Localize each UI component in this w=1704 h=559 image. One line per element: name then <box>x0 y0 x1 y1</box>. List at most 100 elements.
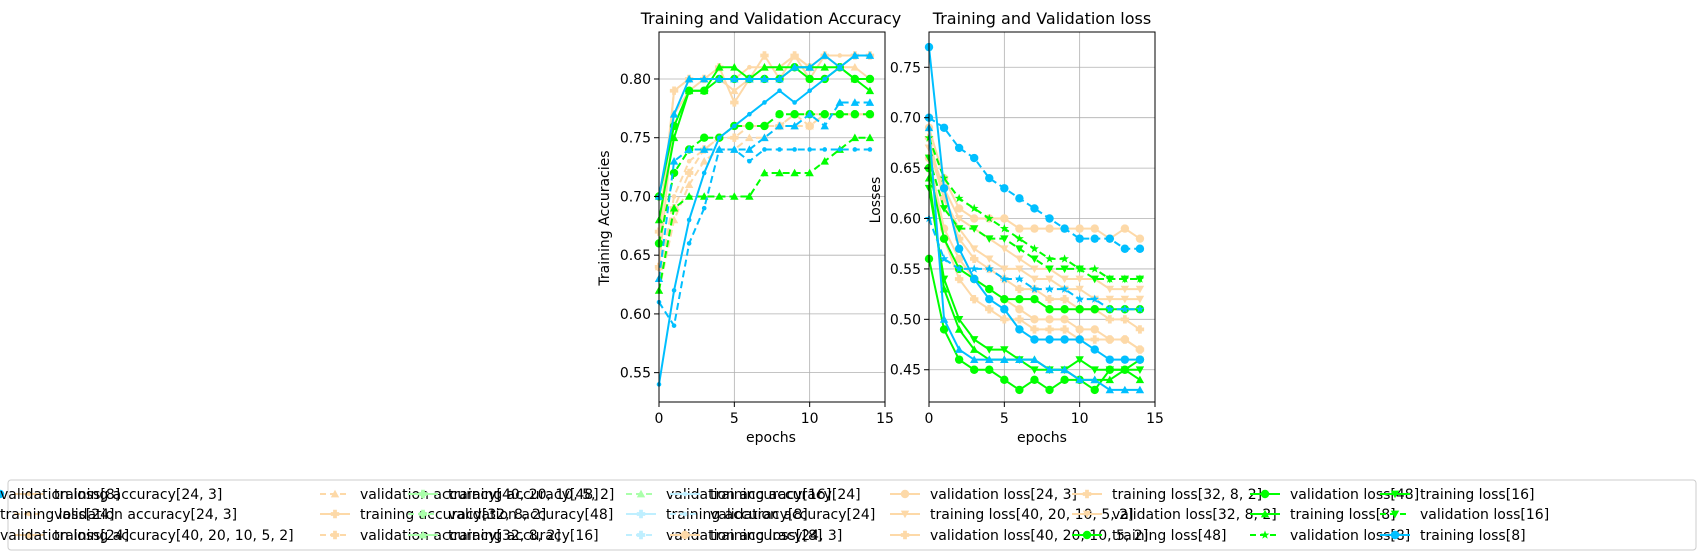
accuracy-data-point <box>747 64 752 70</box>
legend-label: validation accuracy[8] <box>666 528 822 544</box>
legend-swatch-marker <box>636 489 646 498</box>
accuracy-data-point <box>762 100 767 105</box>
loss-series <box>924 42 1145 395</box>
loss-chart: Training and Validation loss epochs Loss… <box>868 9 1164 446</box>
accuracy-data-point <box>730 133 739 142</box>
legend-label: validation loss[32, 8, 2] <box>1112 507 1277 523</box>
loss-data-point <box>970 355 979 364</box>
loss-data-point <box>985 173 994 183</box>
legend-label: validation accuracy[24, 3] <box>54 507 237 523</box>
accuracy-series-line <box>658 148 870 327</box>
accuracy-data-point <box>700 74 709 83</box>
loss-data-point <box>1135 375 1145 384</box>
loss-x-tick-label: 15 <box>1146 411 1164 427</box>
accuracy-data-point <box>835 98 844 106</box>
accuracy-data-point <box>805 74 814 84</box>
legend-swatch-marker <box>1260 489 1270 499</box>
loss-data-point <box>1015 385 1024 395</box>
loss-series-line <box>928 157 1140 280</box>
legend-label: training loss[48] <box>1112 528 1226 544</box>
accuracy-data-point <box>760 121 769 131</box>
accuracy-data-point <box>775 168 784 177</box>
loss-data-point <box>1075 224 1084 233</box>
accuracy-data-point <box>730 98 739 107</box>
legend-swatch-marker <box>1390 510 1400 519</box>
loss-y-tick-label: 0.55 <box>890 262 921 278</box>
accuracy-data-point <box>790 110 799 119</box>
accuracy-data-point <box>730 63 739 71</box>
loss-data-point <box>1090 375 1099 384</box>
loss-data-point <box>985 255 994 264</box>
loss-data-point <box>1090 345 1099 354</box>
accuracy-series-line <box>658 113 870 244</box>
legend-label: validation loss[48] <box>1290 487 1419 503</box>
accuracy-data-point <box>760 63 769 71</box>
accuracy-data-point <box>730 74 739 83</box>
loss-data-point <box>1000 315 1009 324</box>
loss-data-point <box>970 274 979 284</box>
accuracy-data-point <box>671 323 677 328</box>
accuracy-data-point <box>837 64 843 70</box>
legend-label: validation loss[24] <box>0 528 129 544</box>
loss-series-13 <box>924 113 1145 253</box>
legend-swatch-marker <box>418 530 428 539</box>
loss-data-point <box>939 234 949 243</box>
loss-data-point <box>985 305 994 314</box>
loss-data-point <box>1015 245 1024 253</box>
loss-data-point <box>1000 346 1009 354</box>
loss-data-point <box>1090 224 1099 233</box>
loss-data-point <box>1030 284 1039 293</box>
loss-data-point <box>1000 305 1009 314</box>
accuracy-data-point <box>700 145 709 153</box>
loss-data-point <box>1045 284 1054 293</box>
legend-label: validation loss[8] <box>1290 528 1410 544</box>
accuracy-data-point <box>700 133 709 142</box>
legend-label: validation accuracy[32, 8, 2] <box>360 528 561 544</box>
legend-label: training accuracy[16] <box>448 528 599 544</box>
accuracy-axes: 0 5 10 15 0.55 0.60 0.65 0.70 0.75 0.80 <box>620 31 894 427</box>
accuracy-data-point <box>865 86 875 95</box>
accuracy-data-point <box>792 100 797 105</box>
loss-x-tick-label: 5 <box>1000 411 1009 427</box>
accuracy-data-point <box>684 168 694 178</box>
loss-data-point <box>1045 275 1054 284</box>
legend-entry: training accuracy[48] <box>408 487 599 503</box>
accuracy-series-12 <box>656 53 873 387</box>
loss-data-point <box>1000 355 1009 364</box>
legend-swatch-marker <box>636 530 646 540</box>
legend-label: training loss[32, 8, 2] <box>1112 487 1262 503</box>
loss-data-point <box>1000 214 1009 223</box>
loss-data-point <box>1045 224 1054 233</box>
accuracy-data-point <box>700 157 709 165</box>
loss-data-point <box>1030 204 1039 213</box>
legend-entry: validation loss[32, 8, 2] <box>1072 507 1277 523</box>
accuracy-data-point <box>732 123 737 129</box>
loss-data-point <box>1030 335 1039 344</box>
accuracy-data-point <box>807 147 812 152</box>
loss-data-point <box>1090 294 1100 303</box>
loss-data-point <box>954 254 964 264</box>
loss-y-tick-label: 0.65 <box>890 161 921 177</box>
accuracy-data-point <box>760 168 769 177</box>
legend-label: validation accuracy[24] <box>710 507 875 523</box>
accuracy-x-tick-label: 15 <box>876 411 894 427</box>
loss-data-point <box>1105 295 1114 304</box>
accuracy-data-point <box>745 145 754 153</box>
loss-data-point <box>954 234 964 243</box>
loss-data-point <box>1135 355 1145 364</box>
legend: training accuracy[24, 3] validation accur… <box>0 479 1697 551</box>
legend-swatch-marker <box>900 510 910 519</box>
loss-data-point <box>970 153 979 163</box>
loss-data-point <box>1105 234 1115 243</box>
legend-entry: training loss[8] <box>1250 507 1396 523</box>
legend-swatch-marker <box>418 509 428 519</box>
accuracy-data-point <box>867 53 873 58</box>
loss-data-point <box>939 123 949 132</box>
accuracy-data-point <box>805 168 814 177</box>
accuracy-data-point <box>805 63 814 71</box>
legend-entry: training accuracy[40, 20, 10, 5, 2] <box>14 528 294 544</box>
loss-data-point <box>1120 315 1130 324</box>
loss-data-point <box>939 325 949 334</box>
accuracy-data-point <box>700 86 709 95</box>
loss-data-point <box>1135 275 1145 284</box>
